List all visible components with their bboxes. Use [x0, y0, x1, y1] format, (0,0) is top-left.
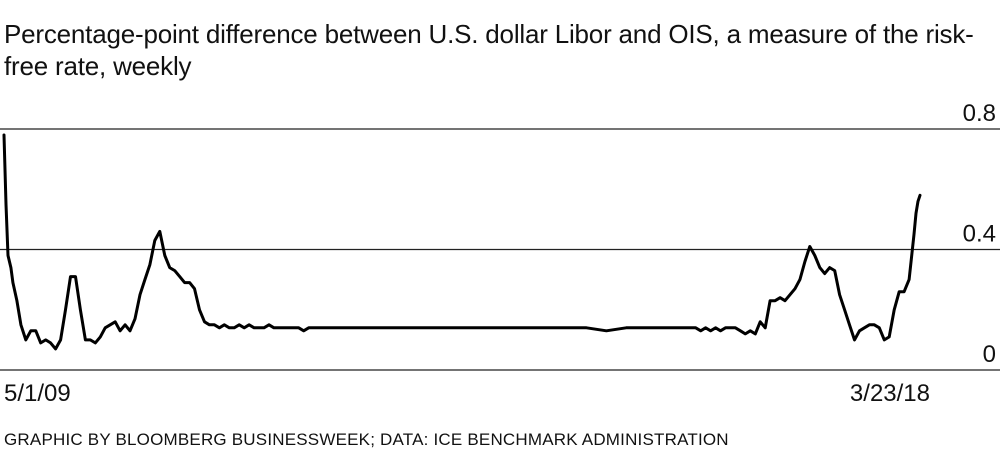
y-tick-labels: 0 0.4 0.8 [963, 100, 996, 368]
source-credit: GRAPHIC BY BLOOMBERG BUSINESSWEEK; DATA:… [4, 430, 729, 449]
y-tick-label: 0.4 [963, 221, 996, 248]
series-line-0 [2, 133, 922, 351]
y-tick-label: 0.8 [963, 100, 996, 127]
x-tick-labels: 5/1/09 3/23/18 [4, 380, 930, 407]
x-tick-label: 3/23/18 [850, 380, 930, 407]
series-group [2, 133, 922, 351]
gridlines [0, 128, 1000, 371]
chart-subtitle: Percentage-point difference between U.S.… [4, 19, 974, 81]
x-tick-label: 5/1/09 [4, 380, 71, 407]
y-tick-label: 0 [983, 341, 996, 368]
